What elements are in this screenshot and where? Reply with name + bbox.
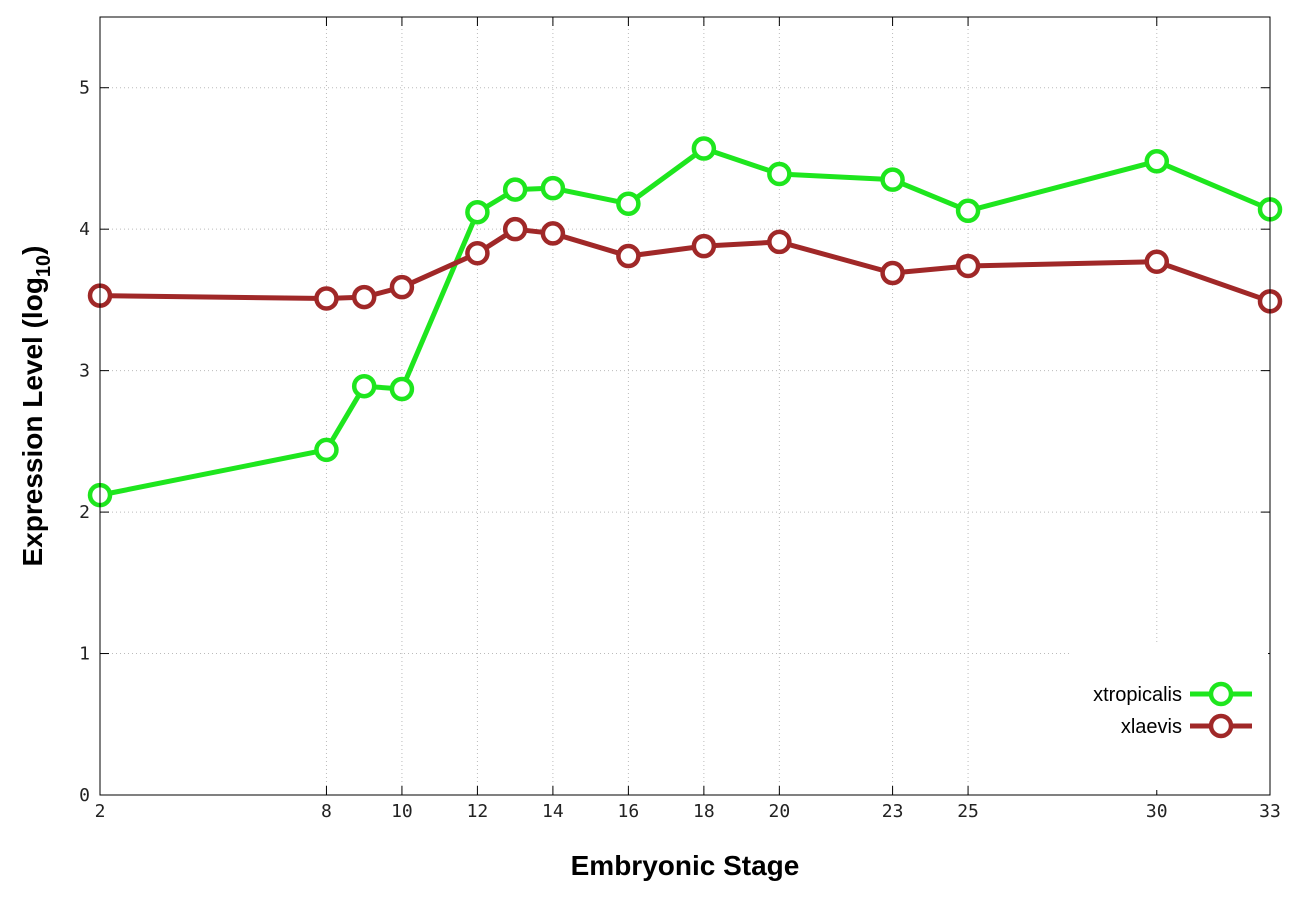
data-point (389, 274, 415, 300)
x-tick-label: 12 (467, 801, 489, 822)
data-point (314, 437, 339, 463)
data-point (691, 136, 717, 161)
data-point (389, 376, 415, 402)
data-point (351, 284, 377, 310)
plot-frame (99, 16, 1271, 796)
legend-box (1070, 645, 1268, 790)
data-point (767, 229, 792, 255)
x-tick-label: 23 (882, 801, 904, 822)
x-tick-label: 10 (391, 801, 413, 822)
x-axis-label: Embryonic Stage (571, 850, 800, 881)
y-axis-label-end: ) (17, 246, 48, 255)
y-axis-label-subscript: 10 (33, 255, 55, 277)
data-point (502, 216, 528, 242)
data-point (691, 233, 717, 259)
data-point (880, 260, 905, 286)
y-tick-label: 2 (79, 502, 90, 523)
x-tick-label: 8 (321, 801, 332, 822)
x-tick-label: 2 (95, 801, 106, 822)
data-point (1144, 249, 1170, 274)
data-point (767, 161, 792, 187)
y-tick-label: 0 (79, 785, 90, 806)
legend-marker (1208, 681, 1234, 707)
legend: xtropicalis xlaevis (1070, 645, 1268, 790)
data-point (502, 177, 528, 202)
data-point (540, 221, 566, 246)
x-tick-label: 30 (1146, 801, 1168, 822)
data-point (314, 286, 339, 311)
x-tick-label: 20 (769, 801, 791, 822)
x-tick-label: 16 (618, 801, 640, 822)
x-tick-label: 18 (693, 801, 715, 822)
y-tick-label: 4 (79, 219, 90, 240)
legend-label: xlaevis (1121, 716, 1182, 738)
x-tick-label: 14 (542, 801, 564, 822)
data-point (616, 191, 641, 216)
plot (87, 136, 1283, 508)
x-tick-label: 25 (957, 801, 979, 822)
y-tick-label: 1 (79, 644, 90, 665)
data-point (540, 175, 566, 201)
data-point (955, 198, 981, 224)
y-tick-label: 3 (79, 361, 90, 382)
y-axis-label-main: Expression Level (log (17, 277, 48, 566)
data-point (616, 243, 641, 269)
data-point (955, 253, 981, 279)
data-point (465, 199, 490, 225)
y-axis-label: Expression Level (log10) (17, 246, 55, 567)
legend-label: xtropicalis (1093, 684, 1182, 706)
y-tick-label: 5 (79, 78, 90, 99)
legend-marker (1208, 713, 1234, 739)
data-point (465, 240, 490, 266)
x-tick-label: 33 (1259, 801, 1281, 822)
data-point (351, 373, 377, 399)
data-point (1144, 149, 1170, 174)
data-point (880, 167, 905, 192)
